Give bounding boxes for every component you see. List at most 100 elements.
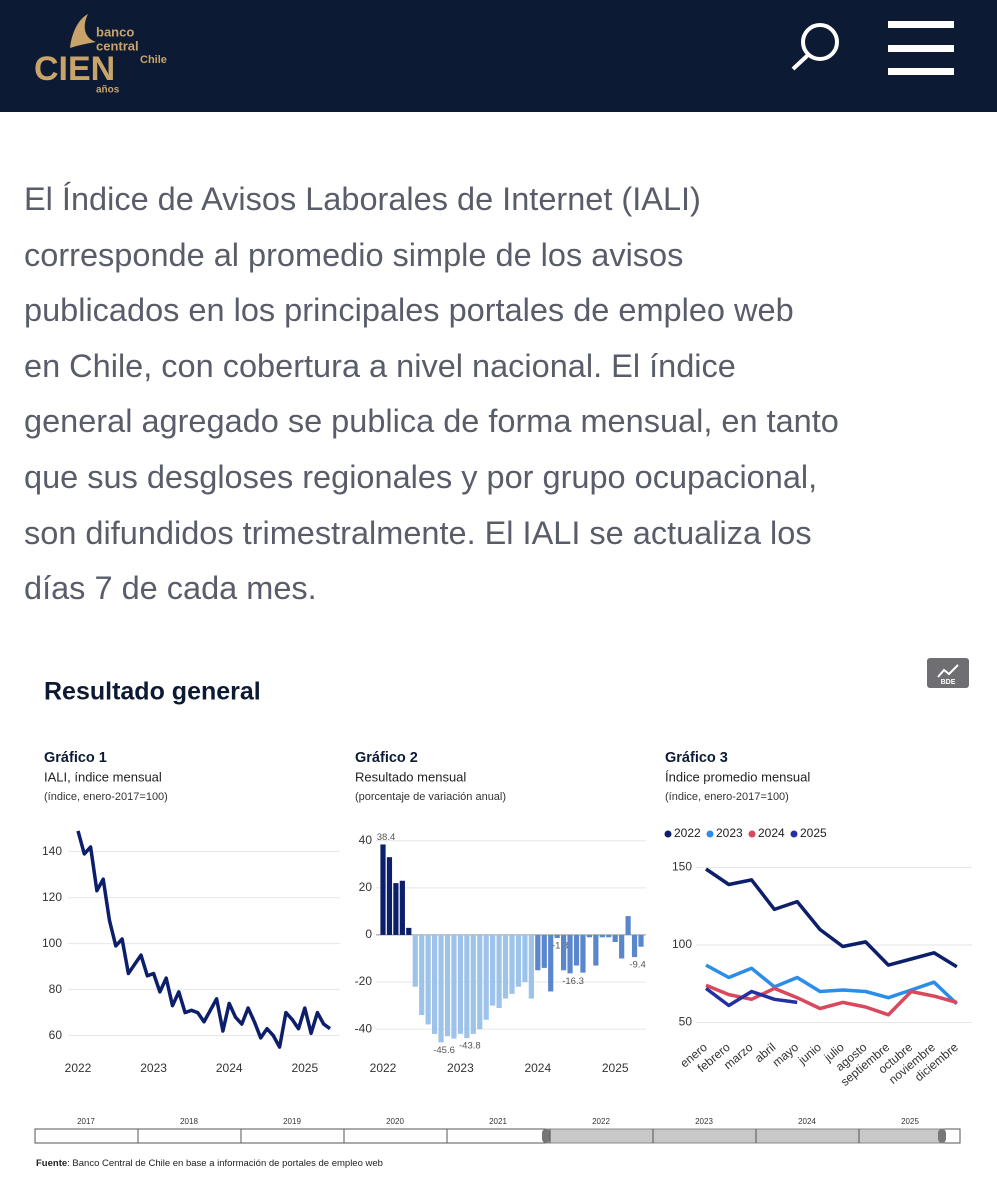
timeline-year: 2025 xyxy=(901,1117,919,1126)
y-tick-label: 80 xyxy=(49,982,63,996)
bar xyxy=(593,934,599,966)
bar xyxy=(425,934,431,1025)
text-line: que sus desgloses regionales y por grupo… xyxy=(24,458,818,495)
bar xyxy=(631,934,638,958)
bar xyxy=(599,934,605,938)
timeline-year: 2018 xyxy=(180,1117,198,1126)
legend-marker xyxy=(706,830,714,838)
bar xyxy=(393,883,399,935)
bar xyxy=(470,934,476,1034)
logo-text: banco xyxy=(96,24,134,39)
bar xyxy=(522,934,528,983)
bar xyxy=(619,934,625,959)
bar xyxy=(541,934,547,968)
bar xyxy=(451,934,457,1039)
bar xyxy=(419,934,425,1016)
y-tick-label: 140 xyxy=(42,844,62,858)
menu-icon[interactable] xyxy=(888,21,954,75)
bar xyxy=(380,844,386,935)
bar xyxy=(432,934,438,1034)
chart-subtitle: Resultado mensual xyxy=(355,769,466,784)
y-tick-label: 100 xyxy=(42,936,62,950)
line xyxy=(704,987,798,1008)
logo-text: central xyxy=(96,38,139,53)
bar xyxy=(535,934,541,971)
text-line: son difundidos trimestralmente. El IALI … xyxy=(24,514,812,551)
y-tick-label: 150 xyxy=(672,860,692,874)
chart-title: Gráfico 1 xyxy=(44,750,107,766)
bar xyxy=(580,934,586,973)
bar xyxy=(528,934,534,999)
y-tick-label: 40 xyxy=(359,833,373,847)
source: Fuente: Banco Central de Chile en base a… xyxy=(36,1158,383,1169)
timeline-year: 2022 xyxy=(592,1117,610,1126)
x-tick-label: 2023 xyxy=(140,1061,167,1075)
y-tick-label: 120 xyxy=(42,890,62,904)
timeline-handle xyxy=(938,1129,946,1143)
x-tick-label: junio xyxy=(795,1040,824,1068)
legend-marker xyxy=(664,830,672,838)
data-label: -45.6 xyxy=(433,1045,455,1056)
data-label: -16.3 xyxy=(562,976,584,987)
bar xyxy=(561,934,567,971)
line xyxy=(705,867,958,969)
source-text: : Banco Central de Chile en base a infor… xyxy=(67,1158,383,1169)
legend-marker xyxy=(790,830,798,838)
badge-text: BDE xyxy=(941,679,956,686)
chart-subtitle: Índice promedio mensual xyxy=(665,769,810,784)
data-label: 38.4 xyxy=(377,832,396,843)
chart-unit: (porcentaje de variación anual) xyxy=(355,791,506,803)
legend-label: 2022 xyxy=(674,826,701,840)
line xyxy=(705,983,958,1017)
bar xyxy=(496,934,502,1008)
y-tick-label: 20 xyxy=(359,880,373,894)
bar xyxy=(406,927,412,935)
search-icon[interactable] xyxy=(791,23,839,71)
chart-title: Gráfico 3 xyxy=(665,750,728,766)
timeline-year: 2020 xyxy=(386,1117,404,1126)
timeline-year: 2024 xyxy=(798,1117,816,1126)
bar xyxy=(554,934,560,938)
legend-label: 2023 xyxy=(716,826,743,840)
chart-unit: (índice, enero-2017=100) xyxy=(665,791,789,803)
y-tick-label: 100 xyxy=(672,937,692,951)
legend-label: 2024 xyxy=(758,826,785,840)
section-title: Resultado general xyxy=(44,678,261,706)
bar xyxy=(612,934,618,942)
text-line: en Chile, con cobertura a nivel nacional… xyxy=(24,347,736,384)
bar xyxy=(464,934,470,1039)
text-line: general agregado se publica de forma men… xyxy=(24,403,839,440)
x-tick-label: 2025 xyxy=(291,1061,318,1075)
bar xyxy=(586,934,592,938)
bar xyxy=(444,934,451,1037)
bar xyxy=(548,934,554,992)
bar xyxy=(399,880,405,935)
bar xyxy=(606,934,612,938)
timeline-year: 2019 xyxy=(283,1117,301,1126)
timeline-selection xyxy=(545,1128,945,1144)
data-label: -9.4 xyxy=(629,960,645,971)
legend-label: 2025 xyxy=(800,826,827,840)
y-tick-label: 0 xyxy=(365,927,372,941)
timeline-handle xyxy=(542,1129,550,1143)
x-tick-label: 2024 xyxy=(524,1061,551,1075)
x-tick-label: 2022 xyxy=(370,1061,397,1075)
bar xyxy=(386,857,393,935)
x-tick-label: 2023 xyxy=(447,1061,474,1075)
text-line: El Índice de Avisos Laborales de Interne… xyxy=(24,181,701,217)
timeline-year: 2021 xyxy=(489,1117,507,1126)
text-line: publicados en los principales portales d… xyxy=(24,292,794,329)
bar xyxy=(490,934,496,1006)
legend-marker xyxy=(748,830,756,838)
y-tick-label: 50 xyxy=(679,1015,693,1029)
bde-badge[interactable]: BDE xyxy=(927,658,969,688)
y-tick-label: -40 xyxy=(355,1021,373,1035)
x-tick-label: 2022 xyxy=(65,1061,92,1075)
source-label: Fuente xyxy=(36,1158,67,1169)
bar xyxy=(567,934,573,974)
bar xyxy=(477,934,483,1030)
bar xyxy=(625,916,631,935)
y-tick-label: -20 xyxy=(355,974,373,988)
bar xyxy=(438,934,444,1043)
text-line: días 7 de cada mes. xyxy=(24,570,317,607)
